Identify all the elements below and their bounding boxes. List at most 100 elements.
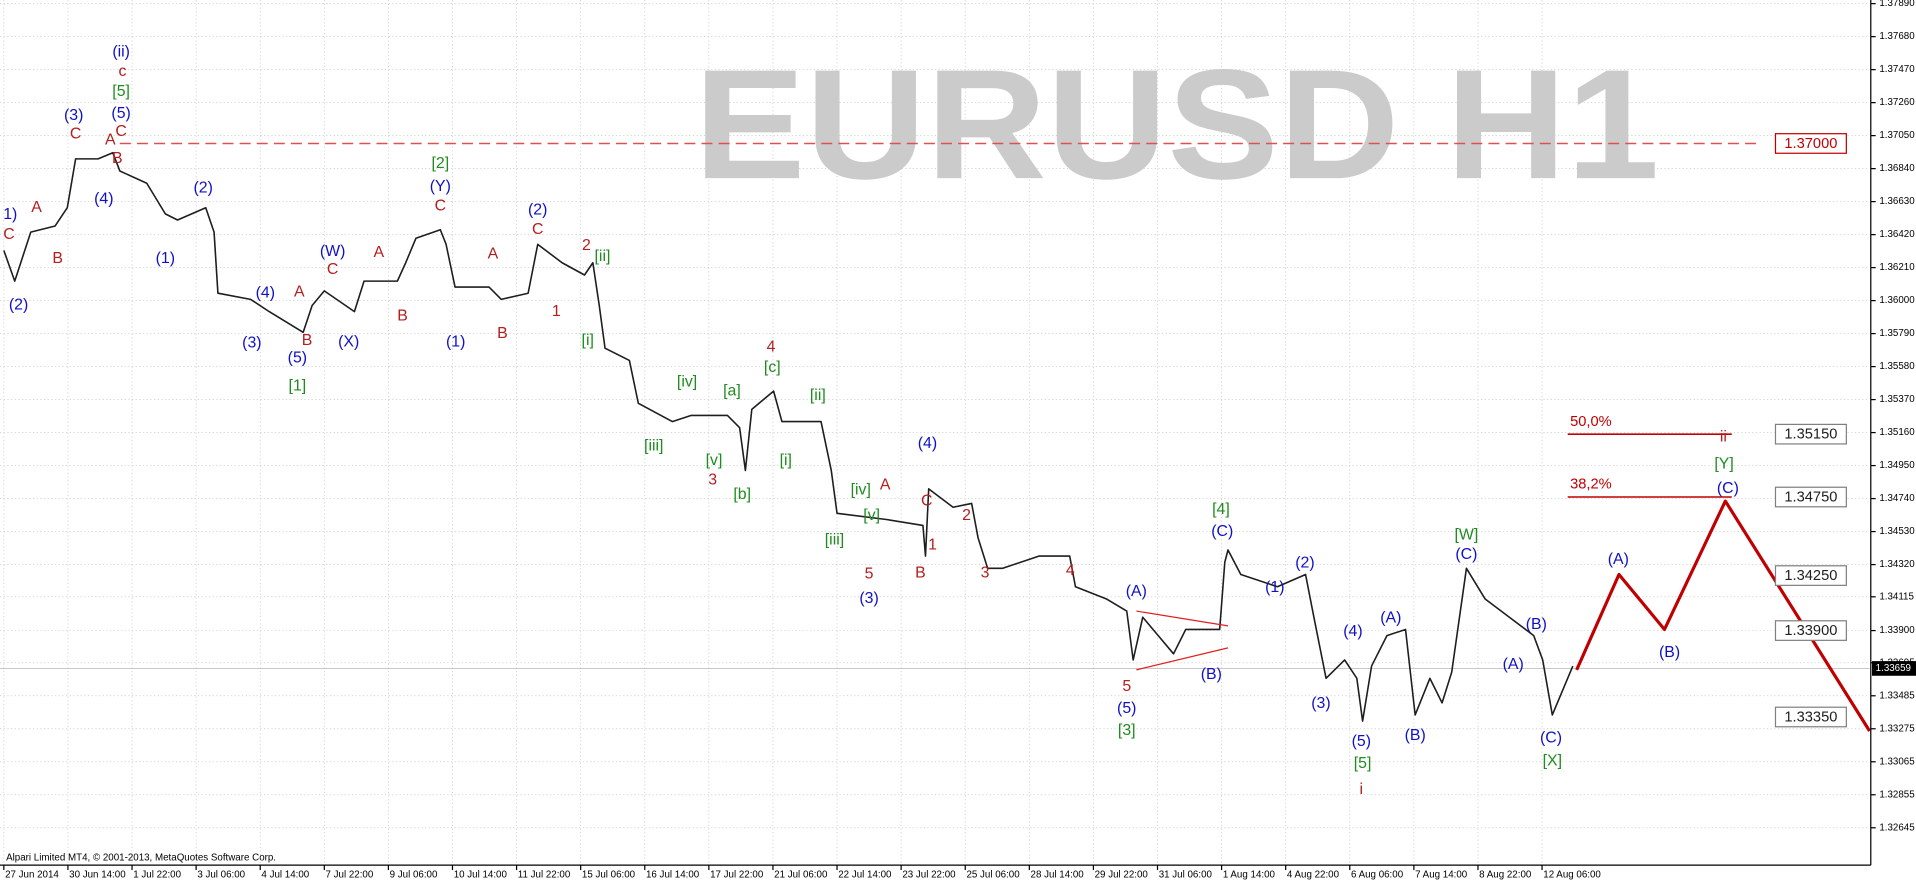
wave-label: (2) [528, 201, 547, 218]
wave-label: B [302, 332, 313, 349]
wave-label: (W) [320, 243, 346, 260]
wave-label: [iv] [677, 374, 697, 391]
x-tick-label: 4 Aug 22:00 [1287, 870, 1340, 881]
level-label: 1.33350 [1784, 709, 1837, 725]
y-tick-label: 1.35790 [1879, 328, 1915, 339]
wave-label: 5 [865, 566, 874, 583]
level-label: 1.37000 [1784, 136, 1837, 152]
y-tick-label: 1.32645 [1879, 822, 1915, 833]
x-tick-label: 11 Jul 22:00 [518, 870, 571, 881]
y-tick-label: 1.36210 [1879, 262, 1915, 273]
wave-label: [5] [112, 83, 130, 100]
y-tick-label: 1.37680 [1879, 31, 1915, 42]
wave-label: C [435, 198, 446, 215]
grid [0, 0, 1870, 866]
wave-label: (3) [242, 335, 261, 352]
x-tick-label: 23 Jul 22:00 [902, 870, 956, 881]
x-tick-label: 10 Jul 14:00 [454, 870, 508, 881]
level-label: 1.34250 [1784, 568, 1837, 584]
wave-label: 1 [928, 536, 937, 553]
level-box [1774, 565, 1847, 586]
wave-label: B [397, 308, 408, 325]
x-tick-label: 25 Jul 06:00 [966, 870, 1020, 881]
wave-label: B [52, 250, 63, 267]
wave-label: A [488, 245, 499, 262]
y-tick-label: 1.34320 [1879, 559, 1915, 570]
wave-label: (Y) [430, 178, 451, 195]
wave-label: [i] [582, 332, 594, 349]
y-tick-label: 1.33900 [1879, 625, 1915, 636]
wave-label: C [70, 126, 81, 143]
projection-line [1575, 499, 1871, 732]
y-tick-label: 1.34740 [1879, 493, 1915, 504]
wave-label: [ii] [595, 248, 611, 265]
wave-label: (A) [1608, 551, 1629, 568]
y-tick-label: 1.33065 [1879, 756, 1915, 767]
x-tick-label: 4 Jul 14:00 [261, 870, 309, 881]
y-tick-label: 1.35370 [1879, 394, 1915, 405]
fib-label: 38,2% [1570, 477, 1612, 493]
y-tick-label: 1.35160 [1879, 427, 1915, 438]
wave-label: A [31, 199, 42, 216]
y-tick-label: 1.37470 [1879, 64, 1915, 75]
wave-label: (A) [1126, 583, 1147, 600]
y-tick-label: 1.33275 [1879, 723, 1915, 734]
wave-label: (A) [1380, 610, 1401, 627]
wave-label: C [3, 226, 14, 243]
wave-label: 4 [1066, 562, 1075, 579]
wave-label: (4) [1343, 623, 1362, 640]
level-label: 1.35150 [1784, 427, 1837, 443]
wave-label: [b] [733, 486, 751, 503]
wave-label: (1) [156, 250, 175, 267]
x-tick-label: 29 Jul 22:00 [1095, 870, 1149, 881]
y-tick-label: 1.34530 [1879, 526, 1915, 537]
x-tick-label: 16 Jul 14:00 [646, 870, 700, 881]
wave-label: (5) [1352, 733, 1371, 750]
current-price-label: 1.33659 [1876, 663, 1911, 674]
x-tick-label: 27 Jun 2014 [5, 870, 59, 881]
level-box [1774, 620, 1847, 641]
y-tick-label: 1.36420 [1879, 229, 1915, 240]
wave-label: [c] [764, 359, 781, 376]
wave-label: C [921, 492, 932, 509]
x-tick-label: 12 Aug 06:00 [1543, 870, 1601, 881]
wave-label: (ii) [112, 44, 130, 61]
x-tick-label: 1 Aug 14:00 [1223, 870, 1276, 881]
level-label: 1.33900 [1784, 623, 1837, 639]
level-box [1774, 423, 1847, 445]
wave-label: (2) [193, 179, 212, 196]
wave-label: (4) [918, 435, 937, 452]
wave-label: [ii] [810, 387, 826, 404]
wave-label: (B) [1526, 616, 1547, 633]
y-tick-label: 1.33485 [1879, 690, 1915, 701]
wave-label: C [115, 123, 126, 140]
wave-label: (C) [1717, 480, 1739, 497]
y-tick-label: 1.37260 [1879, 97, 1915, 108]
wave-label: (1) [1265, 579, 1284, 596]
price-line [3, 151, 1574, 722]
x-tick-label: 7 Jul 22:00 [326, 870, 374, 881]
x-tick-label: 31 Jul 06:00 [1159, 870, 1213, 881]
wave-label: (B) [1659, 644, 1680, 661]
x-tick-label: 15 Jul 06:00 [582, 870, 636, 881]
x-tick-label: 7 Aug 14:00 [1415, 870, 1468, 881]
wave-label: (3) [859, 590, 878, 607]
wave-label: 3 [708, 472, 717, 489]
wave-label: C [532, 221, 543, 238]
wave-label: A [880, 476, 891, 493]
wave-label: [a] [723, 382, 741, 399]
wave-label: [X] [1543, 753, 1562, 770]
x-tick-label: 6 Aug 06:00 [1351, 870, 1404, 881]
wave-label: (5) [111, 105, 130, 122]
wave-label: A [294, 283, 305, 300]
level-box [1774, 706, 1847, 728]
wave-label: 1) [3, 206, 17, 223]
wave-label: (B) [1201, 666, 1222, 683]
wave-label: (2) [1295, 555, 1314, 572]
x-tick-label: 17 Jul 22:00 [710, 870, 764, 881]
wave-label: [iv] [851, 481, 871, 498]
y-tick-label: 1.35580 [1879, 361, 1915, 372]
x-tick-label: 30 Jun 14:00 [69, 870, 126, 881]
